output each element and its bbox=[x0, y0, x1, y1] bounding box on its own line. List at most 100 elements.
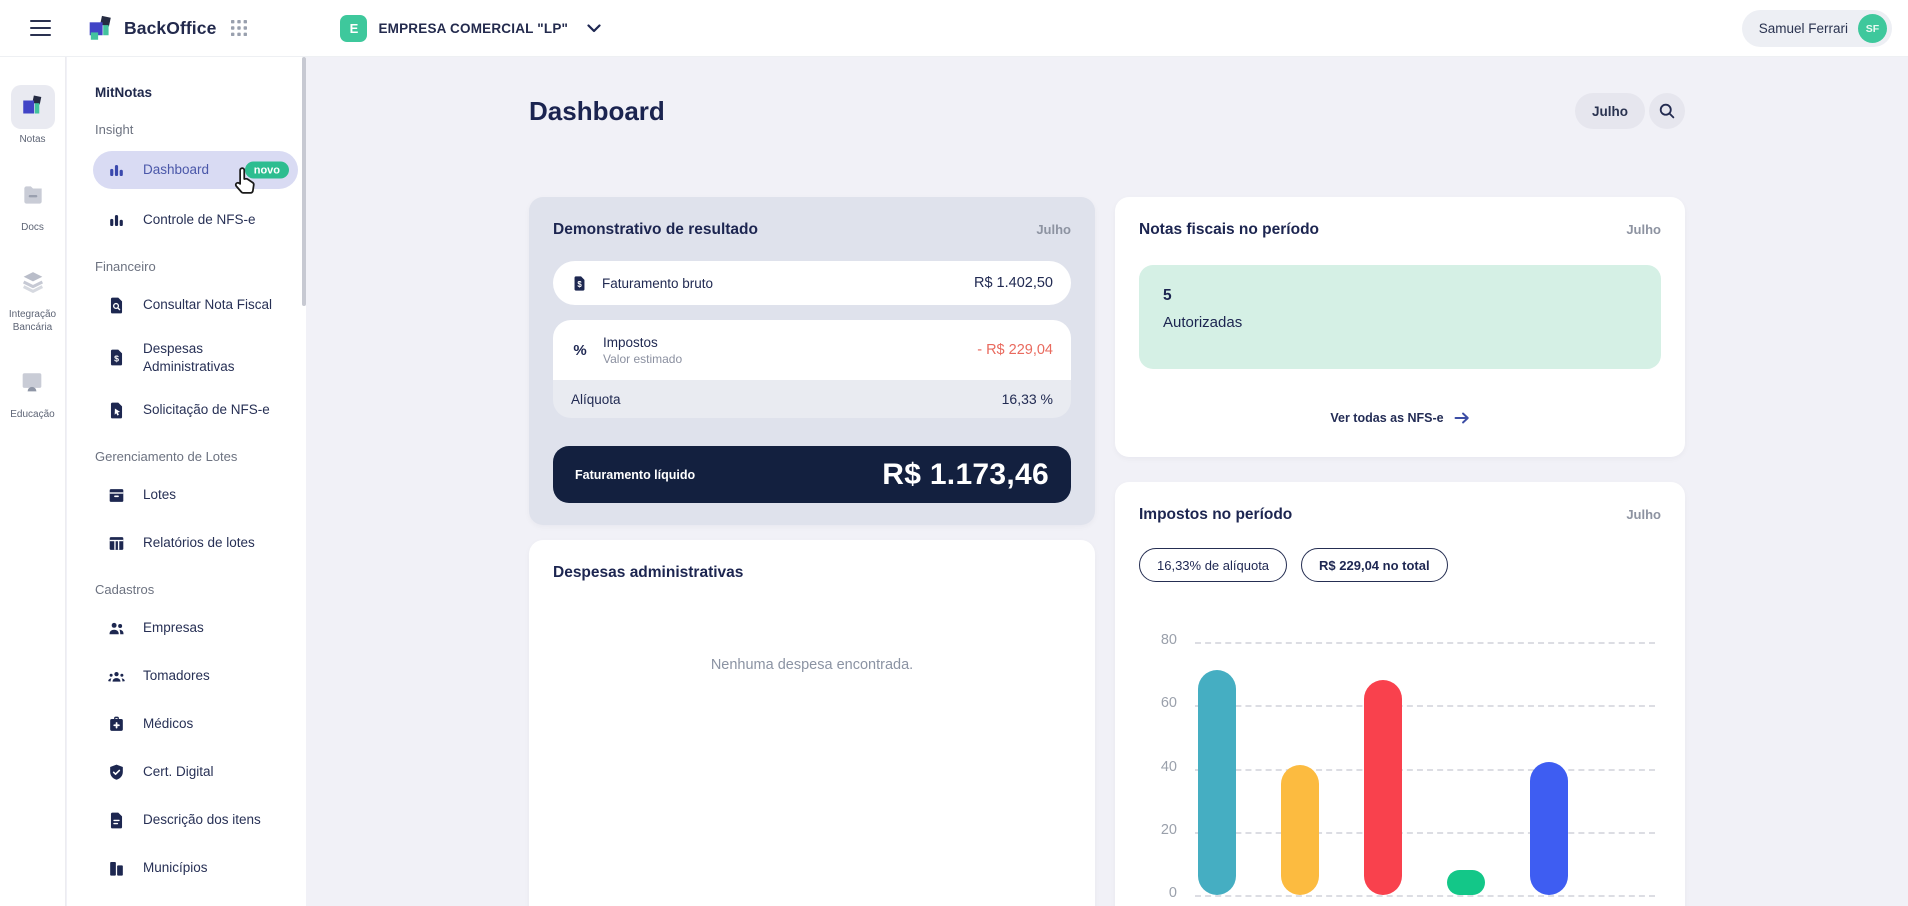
period-button[interactable]: Julho bbox=[1575, 93, 1645, 129]
doc-dollar-icon: $ bbox=[107, 348, 126, 367]
sidebar-section-cadastros: Cadastros bbox=[95, 582, 155, 598]
sidebar-item-cert-digital[interactable]: Cert. Digital bbox=[93, 755, 298, 789]
authorized-count: 5 bbox=[1163, 287, 1172, 304]
row-value: 16,33 % bbox=[1001, 391, 1053, 407]
sidebar-item-label: Municípios bbox=[143, 860, 208, 876]
company-avatar: E bbox=[340, 14, 368, 42]
sidebar-item-label: Controle de NFS-e bbox=[143, 212, 256, 228]
doc-lines-icon bbox=[107, 811, 126, 830]
sidebar-item-label: Cert. Digital bbox=[143, 764, 214, 780]
y-axis-tick-label: 60 bbox=[1160, 695, 1177, 712]
city-icon bbox=[107, 859, 126, 878]
brand[interactable]: BackOffice bbox=[88, 15, 216, 42]
sidebar-item-medicos[interactable]: Médicos bbox=[93, 707, 298, 741]
sidebar-item-lotes[interactable]: Lotes bbox=[93, 478, 298, 512]
sidebar-item-label: Dashboard bbox=[143, 162, 210, 178]
card-period: Julho bbox=[1626, 507, 1661, 522]
gridline bbox=[1195, 768, 1655, 771]
rail-item-docs[interactable]: Docs bbox=[11, 173, 55, 235]
sidebar-item-despesas-administrativas[interactable]: $ Despesas Administrativas bbox=[93, 336, 298, 379]
sidebar-item-controle-nfse[interactable]: Controle de NFS-e bbox=[93, 203, 298, 237]
bar-2[interactable] bbox=[1281, 765, 1319, 895]
svg-text:$: $ bbox=[577, 280, 582, 289]
sidebar-section-insight: Insight bbox=[95, 122, 134, 137]
rail-item-educacao[interactable]: Educação bbox=[10, 360, 55, 422]
card-title: Despesas administrativas bbox=[553, 564, 744, 581]
sidebar-item-descricao-itens[interactable]: Descrição dos itens bbox=[93, 803, 298, 837]
sidebar-item-label: Lotes bbox=[143, 487, 177, 503]
bar-3[interactable] bbox=[1364, 679, 1402, 895]
search-button[interactable] bbox=[1649, 93, 1685, 129]
sidebar-item-label: Despesas Administrativas bbox=[143, 341, 235, 374]
percent-icon: % bbox=[573, 341, 587, 359]
bank-integration-icon bbox=[11, 260, 55, 304]
svg-text:$: $ bbox=[114, 354, 119, 364]
user-menu[interactable]: Samuel Ferrari SF bbox=[1741, 10, 1892, 47]
chip-total[interactable]: R$ 229,04 no total bbox=[1301, 548, 1448, 582]
link-label: Ver todas as NFS-e bbox=[1330, 411, 1444, 425]
sidebar-item-label: Descrição dos itens bbox=[143, 812, 261, 828]
rail-item-notas[interactable]: Notas bbox=[10, 85, 55, 147]
card-title: Demonstrativo de resultado bbox=[553, 221, 758, 238]
chip-aliquota[interactable]: 16,33% de alíquota bbox=[1139, 548, 1288, 582]
gridline bbox=[1195, 831, 1655, 834]
authorized-label: Autorizadas bbox=[1163, 314, 1243, 331]
app-rail: Notas Docs Integração Bancária bbox=[0, 57, 66, 906]
sidebar-item-label: Relatórios de lotes bbox=[143, 535, 255, 551]
gridline bbox=[1195, 705, 1655, 708]
bar-4[interactable] bbox=[1447, 869, 1485, 895]
card-period: Julho bbox=[1626, 222, 1661, 237]
doc-cursor-icon bbox=[107, 401, 126, 420]
company-selector[interactable]: E EMPRESA COMERCIAL "LP" bbox=[340, 14, 601, 42]
rail-item-integracao-bancaria[interactable]: Integração Bancária bbox=[2, 260, 64, 334]
y-axis-tick-label: 0 bbox=[1168, 885, 1177, 901]
row-faturamento-bruto: $ Faturamento bruto R$ 1.402,50 bbox=[553, 261, 1071, 305]
sidebar-item-consultar-nota-fiscal[interactable]: Consultar Nota Fiscal bbox=[93, 288, 298, 322]
brand-name: BackOffice bbox=[124, 17, 217, 38]
row-impostos-group: % Impostos Valor estimado - R$ 229,04 Al… bbox=[553, 320, 1071, 418]
notes-icon bbox=[10, 85, 55, 129]
chevron-down-icon bbox=[587, 23, 601, 33]
main-area: Dashboard Julho Demonstrativo de resul bbox=[306, 57, 1908, 906]
medical-bag-icon bbox=[107, 715, 126, 734]
education-icon bbox=[10, 360, 54, 404]
see-all-nfse-link[interactable]: Ver todas as NFS-e bbox=[1139, 411, 1661, 425]
sidebar-section-financeiro: Financeiro bbox=[95, 259, 156, 274]
sidebar-item-dashboard[interactable]: Dashboard novo bbox=[93, 151, 298, 189]
group-icon bbox=[107, 667, 126, 686]
row-sublabel: Valor estimado bbox=[603, 351, 683, 366]
card-notas-fiscais: Notas fiscais no período Julho 5 Autoriz… bbox=[1115, 197, 1685, 457]
card-impostos-periodo: Impostos no período Julho 16,33% de alíq… bbox=[1115, 482, 1685, 906]
sidebar-scrollbar[interactable] bbox=[302, 57, 306, 306]
row-value-negative: - R$ 229,04 bbox=[977, 342, 1053, 358]
sidebar-item-tomadores[interactable]: Tomadores bbox=[93, 659, 298, 693]
card-demonstrativo: Demonstrativo de resultado Julho $ Fatur… bbox=[529, 197, 1095, 525]
sidebar-title: MitNotas bbox=[95, 85, 152, 100]
sidebar-item-label: Tomadores bbox=[143, 668, 210, 684]
sidebar-item-solicitacao-nfse[interactable]: Solicitação de NFS-e bbox=[93, 393, 298, 427]
y-axis-tick-label: 40 bbox=[1160, 758, 1177, 775]
sidebar-item-empresas[interactable]: Empresas bbox=[93, 611, 298, 645]
menu-hamburger-icon[interactable] bbox=[24, 11, 58, 45]
gridline bbox=[1195, 642, 1655, 644]
empty-state-message: Nenhuma despesa encontrada. bbox=[710, 657, 914, 673]
sidebar-section-gerenciamento-lotes: Gerenciamento de Lotes bbox=[95, 449, 238, 465]
authorized-notes-box: 5 Autorizadas bbox=[1139, 265, 1661, 369]
sidebar-item-relatorios-lotes[interactable]: Relatórios de lotes bbox=[93, 526, 298, 560]
row-label: Impostos bbox=[603, 334, 658, 350]
bar-1[interactable] bbox=[1198, 670, 1236, 895]
shield-check-icon bbox=[107, 763, 126, 782]
bar-5[interactable] bbox=[1530, 762, 1568, 895]
rail-label: Integração Bancária bbox=[8, 309, 57, 333]
rail-label: Notas bbox=[19, 134, 46, 145]
sidebar-item-label: Empresas bbox=[143, 620, 204, 636]
rail-label: Docs bbox=[21, 221, 44, 233]
bar-chart-plot: 020406080R$ 71R$ 41R$ 68R$ 8R$ 42 bbox=[1139, 610, 1661, 906]
sidebar-item-municipios[interactable]: Municípios bbox=[93, 851, 298, 885]
row-label: Faturamento líquido bbox=[575, 467, 696, 482]
people-icon bbox=[107, 619, 126, 638]
bar-chart-icon bbox=[107, 161, 126, 180]
gridline bbox=[1195, 895, 1655, 897]
apps-grid-icon[interactable] bbox=[230, 19, 248, 37]
rail-label: Educação bbox=[10, 409, 55, 420]
